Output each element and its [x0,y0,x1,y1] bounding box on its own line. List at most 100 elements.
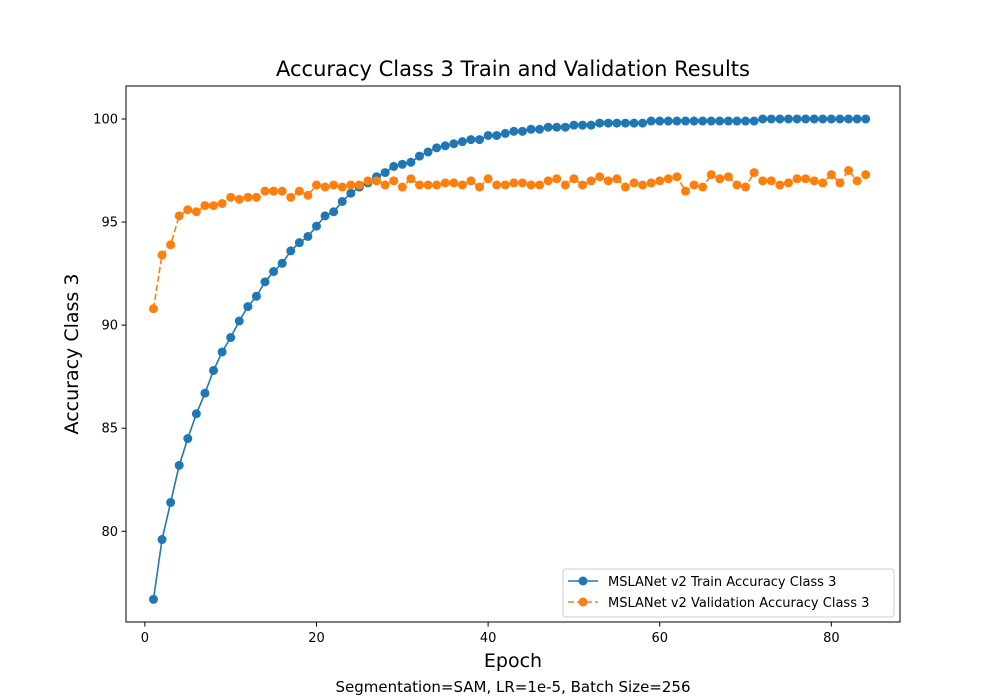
data-point [809,114,819,124]
data-point [775,114,785,124]
data-point [406,157,416,167]
data-point [148,304,158,314]
data-point [835,114,845,124]
data-point [380,180,390,190]
data-point [569,120,579,130]
data-point [209,365,219,375]
data-point [217,199,227,209]
data-point [294,238,304,248]
data-point [406,174,416,184]
data-point [723,116,733,126]
data-point [320,182,330,192]
data-point [226,333,236,343]
data-point [552,122,562,132]
data-point [423,147,433,157]
legend-marker-validation [578,597,588,607]
data-point [818,178,828,188]
data-point [174,460,184,470]
data-point [389,161,399,171]
data-point [303,190,313,200]
data-point [432,143,442,153]
data-point [578,120,588,130]
data-point [689,180,699,190]
data-point [629,178,639,188]
legend: MSLANet v2 Train Accuracy Class 3 MSLANe… [562,568,895,618]
data-point [346,180,356,190]
data-point [191,409,201,419]
data-point [723,172,733,182]
data-point [543,176,553,186]
x-tick-label: 80 [823,631,840,646]
data-point [312,180,321,190]
data-point [603,176,613,186]
data-point [440,178,450,188]
legend-label-validation: MSLANet v2 Validation Accuracy Class 3 [608,596,869,611]
x-tick-label: 0 [141,631,149,646]
data-point [792,174,802,184]
data-point [801,114,811,124]
data-point [586,176,596,186]
data-point [174,211,184,221]
data-point [638,118,648,128]
data-point [329,207,339,217]
data-point [449,178,459,188]
data-point [200,201,210,211]
data-point [663,116,673,126]
data-point [852,114,862,124]
data-point [475,182,485,192]
data-point [483,130,493,140]
data-point [363,176,373,186]
data-point [260,277,270,287]
plot-area: 0 20 40 60 80 80 85 90 95 100 [93,85,901,646]
data-point [277,258,287,268]
data-point [183,434,193,444]
data-point [732,180,742,190]
data-point [380,168,390,178]
data-point [251,291,261,301]
data-point [638,180,648,190]
data-point [500,128,510,138]
data-point [783,114,793,124]
data-point [766,114,776,124]
y-tick-label: 95 [101,216,118,231]
data-point [191,207,201,217]
data-point [157,250,167,260]
legend-marker-train [578,576,588,586]
data-point [166,240,176,250]
data-point [689,116,699,126]
data-point [251,192,261,202]
series-validation [148,166,871,314]
chart-title: Accuracy Class 3 Train and Validation Re… [276,57,750,81]
data-point [414,151,424,161]
data-point [861,170,871,180]
data-point [758,176,768,186]
data-point [844,166,854,176]
data-point [698,116,708,126]
data-point [586,120,596,130]
data-point [320,211,330,221]
data-point [620,118,630,128]
data-point [552,174,562,184]
data-point [354,180,364,190]
data-point [706,170,716,180]
data-point [509,126,519,136]
data-point [157,535,167,545]
data-point [475,135,485,145]
chart-caption: Segmentation=SAM, LR=1e-5, Batch Size=25… [335,678,690,696]
data-point [183,205,193,215]
data-point [269,186,279,196]
data-point [414,180,424,190]
data-point [706,116,716,126]
data-point [569,174,579,184]
data-point [861,114,871,124]
data-point [397,159,407,169]
data-point [826,170,836,180]
data-point [432,180,442,190]
data-point [294,186,304,196]
y-tick-label: 85 [101,422,118,437]
data-point [346,188,356,198]
data-point [543,122,553,132]
data-point [449,139,459,149]
data-point [655,176,665,186]
